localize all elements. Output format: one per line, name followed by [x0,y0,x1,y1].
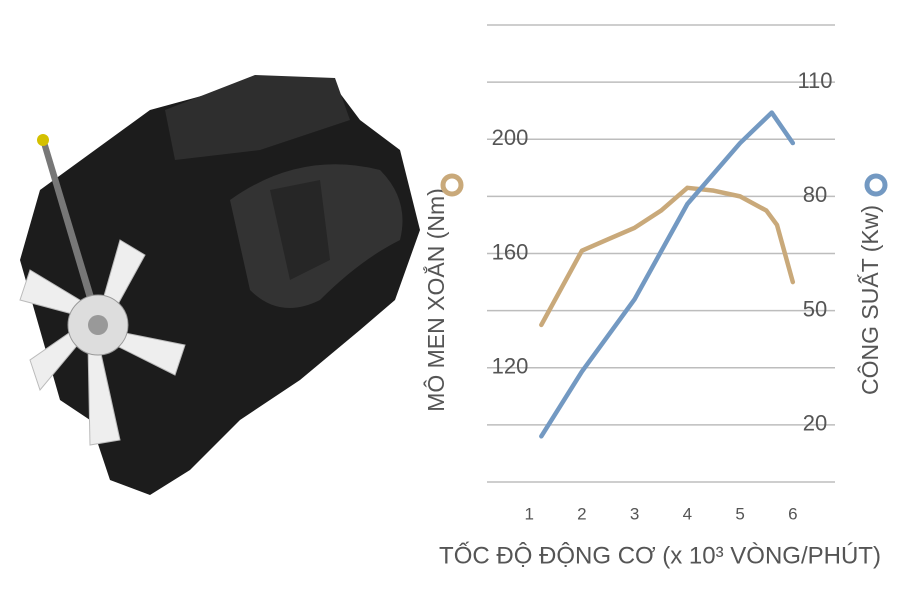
series-line [539,185,796,328]
x-tick-label: 1 [524,504,533,523]
y-axis-label: MÔ MEN XOẮN (Nm) [422,188,449,412]
y2-tick-label: 20 [803,411,827,436]
y2-tick-label: 50 [803,296,827,321]
engine-illustration [19,75,420,495]
y-tick-label: 160 [492,239,529,264]
x-tick-label: 2 [577,504,586,523]
legend-marker [864,173,888,197]
y2-tick-label: 80 [803,182,827,207]
series-line [539,110,796,439]
x-axis-label: TỐC ĐỘ ĐỘNG CƠ (x 10³ VÒNG/PHÚT) [439,541,881,569]
x-tick-label: 3 [630,504,639,523]
legend-marker [440,173,464,197]
y2-tick-label: 110 [797,68,832,93]
y-tick-label: 200 [492,125,529,150]
x-tick-label: 6 [788,504,797,523]
x-tick-label: 5 [735,504,744,523]
y-tick-label: 120 [492,354,529,379]
y2-axis-label: CÔNG SUẤT (Kw) [856,205,883,395]
x-tick-label: 4 [683,504,692,523]
